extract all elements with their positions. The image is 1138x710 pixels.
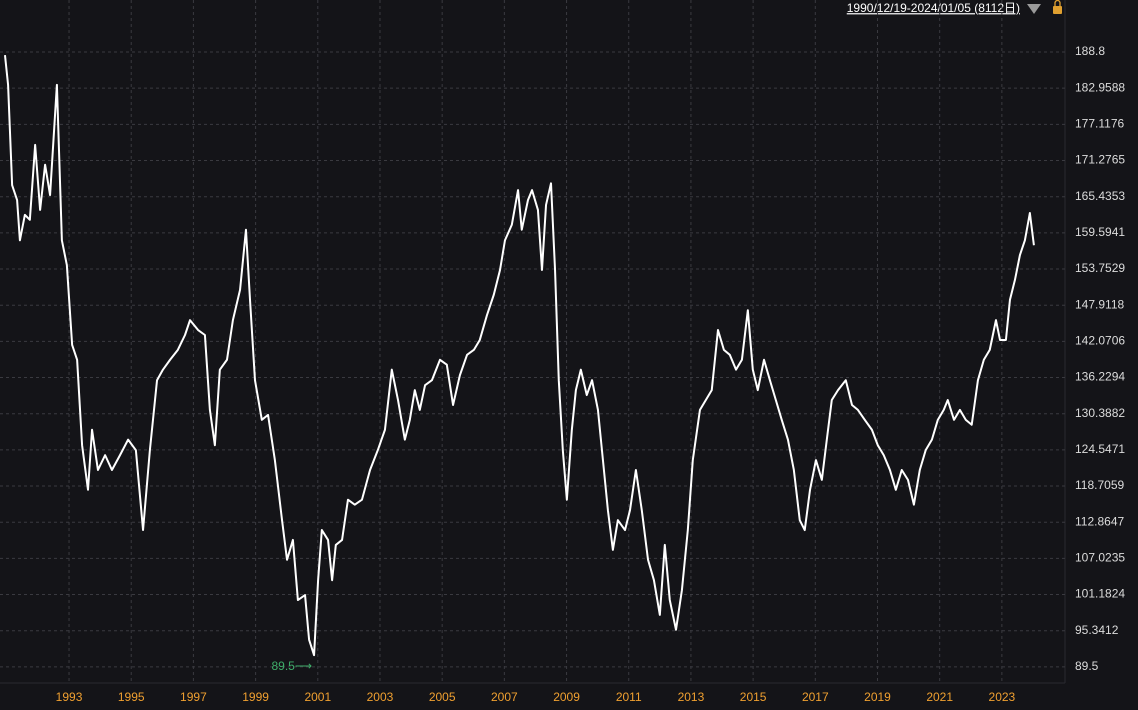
y-tick-label: 112.8647 [1075,514,1124,528]
price-line [3,55,1035,657]
y-tick-label: 165.4353 [1075,189,1125,203]
x-tick-label: 2011 [616,690,642,704]
lock-shackle [1054,0,1061,6]
x-tick-label: 2009 [553,690,580,704]
y-tick-label: 101.1824 [1075,587,1125,601]
x-tick-label: 1999 [242,690,269,704]
x-tick-label: 2001 [304,690,331,704]
y-tick-label: 159.5941 [1075,225,1125,239]
y-tick-label: 142.0706 [1075,334,1125,348]
date-range[interactable]: 1990/12/19-2024/01/05 (8112日) [847,1,1020,15]
y-tick-label: 124.5471 [1075,442,1125,456]
y-tick-label: 95.3412 [1075,623,1119,637]
y-tick-label: 153.7529 [1075,261,1125,275]
y-tick-label: 147.9118 [1075,297,1124,311]
y-tick-label: 188.8 [1075,44,1105,58]
x-tick-label: 2013 [678,690,705,704]
x-tick-label: 1993 [56,690,83,704]
y-tick-label: 107.0235 [1075,551,1125,565]
y-tick-label: 89.5 [1075,659,1099,673]
x-tick-label: 2005 [429,690,456,704]
x-tick-label: 2017 [802,690,829,704]
min-annotation: 89.5⟶ [271,659,312,673]
lock-icon[interactable] [1053,6,1062,14]
y-tick-label: 177.1176 [1075,117,1124,131]
y-tick-label: 182.9588 [1075,80,1125,94]
x-tick-label: 2015 [740,690,767,704]
x-tick-label: 2021 [926,690,953,704]
x-tick-label: 2019 [864,690,891,704]
y-tick-label: 136.2294 [1075,370,1125,384]
x-tick-label: 1995 [118,690,145,704]
x-tick-label: 1997 [180,690,207,704]
y-tick-label: 118.7059 [1075,478,1124,492]
dropdown-icon[interactable] [1027,4,1041,14]
x-tick-label: 2003 [367,690,394,704]
y-tick-label: 130.3882 [1075,406,1125,420]
x-tick-label: 2023 [989,690,1016,704]
y-tick-label: 171.2765 [1075,153,1125,167]
x-tick-label: 2007 [491,690,518,704]
